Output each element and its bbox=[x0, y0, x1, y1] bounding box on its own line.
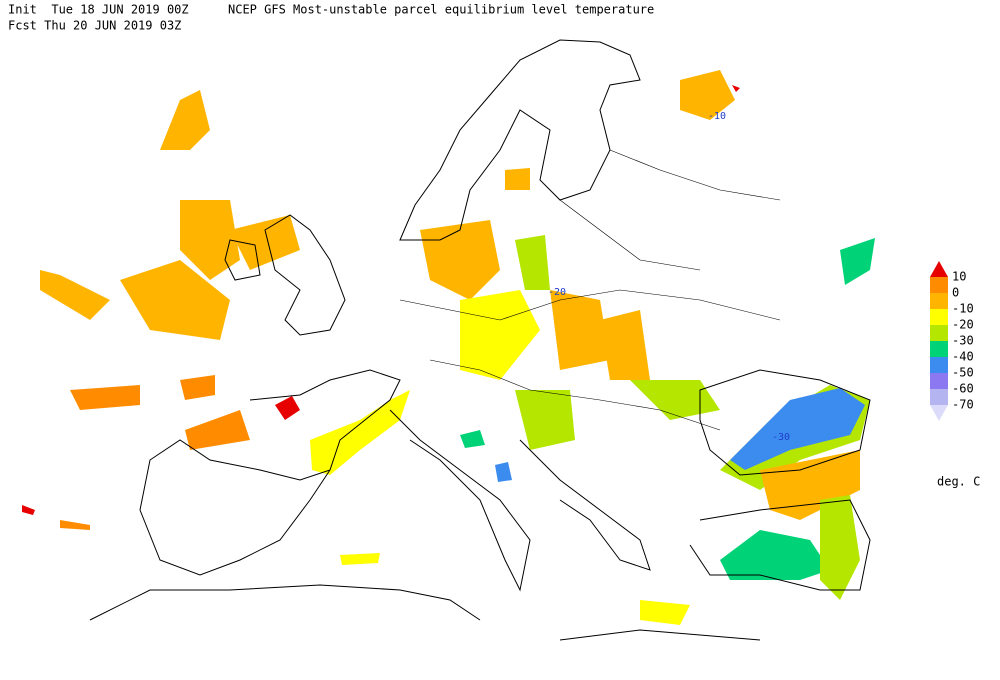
legend-swatch bbox=[930, 261, 948, 277]
field-patch bbox=[60, 520, 90, 530]
legend-label: -20 bbox=[952, 318, 974, 332]
legend-units: deg. C bbox=[937, 475, 980, 489]
legend-label: -40 bbox=[952, 350, 974, 364]
field-patch bbox=[160, 90, 210, 150]
header-forecast: Fcst Thu 20 JUN 2019 03Z bbox=[8, 19, 181, 33]
field-patch bbox=[185, 410, 250, 450]
field-patch bbox=[680, 70, 735, 120]
legend-swatch bbox=[930, 373, 948, 389]
field-patch bbox=[460, 430, 485, 448]
field-patch bbox=[720, 530, 830, 580]
coastline bbox=[519, 439, 651, 571]
legend-swatch bbox=[930, 293, 948, 309]
field-patch bbox=[120, 260, 230, 340]
field-patch bbox=[340, 553, 380, 565]
field-patch bbox=[230, 215, 300, 270]
coastline bbox=[689, 499, 871, 591]
coastline bbox=[399, 39, 641, 241]
contour-label: -10 bbox=[708, 111, 726, 122]
contour-labels: -10 -20 -30 bbox=[548, 111, 790, 443]
coastline bbox=[139, 369, 401, 576]
field-patch bbox=[40, 270, 110, 320]
field-patch bbox=[732, 85, 740, 92]
field-patch bbox=[640, 600, 690, 625]
legend-swatch bbox=[930, 389, 948, 405]
border bbox=[399, 149, 781, 431]
coastline bbox=[224, 239, 261, 281]
coastline bbox=[89, 584, 481, 621]
legend-label: 0 bbox=[952, 286, 959, 300]
field-patch bbox=[22, 505, 35, 515]
legend-swatch bbox=[930, 341, 948, 357]
legend-label: -50 bbox=[952, 366, 974, 380]
header-init: Init Tue 18 JUN 2019 00Z bbox=[8, 3, 189, 17]
legend-label: -30 bbox=[952, 334, 974, 348]
coastline bbox=[559, 629, 761, 641]
legend-swatch bbox=[930, 357, 948, 373]
coastlines bbox=[89, 39, 871, 641]
field-patch bbox=[460, 290, 540, 380]
legend-swatch bbox=[930, 309, 948, 325]
field-patch bbox=[70, 385, 140, 410]
legend-label: -70 bbox=[952, 398, 974, 412]
legend-label: 10 bbox=[952, 270, 966, 284]
field-patch bbox=[505, 168, 530, 190]
field-patch bbox=[275, 396, 300, 420]
header-title: NCEP GFS Most-unstable parcel equilibriu… bbox=[228, 3, 654, 17]
field-patch bbox=[180, 375, 215, 400]
field-patch bbox=[550, 290, 610, 370]
field bbox=[22, 70, 875, 625]
legend-label: -10 bbox=[952, 302, 974, 316]
legend-swatch bbox=[930, 325, 948, 341]
coastline bbox=[389, 409, 531, 592]
legend-swatch bbox=[930, 405, 948, 421]
field-patch bbox=[840, 238, 875, 285]
field-patch bbox=[515, 390, 575, 450]
legend: 10 0 -10 -20 -30 -40 -50 -60 -70 bbox=[930, 261, 974, 421]
field-patch bbox=[820, 495, 860, 600]
field-patch bbox=[495, 462, 512, 482]
legend-label: -60 bbox=[952, 382, 974, 396]
contour-label: -20 bbox=[548, 287, 566, 298]
coastline bbox=[699, 369, 871, 476]
field-patch bbox=[730, 388, 865, 470]
legend-swatch bbox=[930, 277, 948, 293]
field-patch bbox=[630, 380, 720, 420]
coastline bbox=[264, 214, 346, 336]
field-patch bbox=[515, 235, 550, 290]
contour-label: -30 bbox=[772, 432, 790, 443]
field-patch bbox=[600, 310, 650, 380]
